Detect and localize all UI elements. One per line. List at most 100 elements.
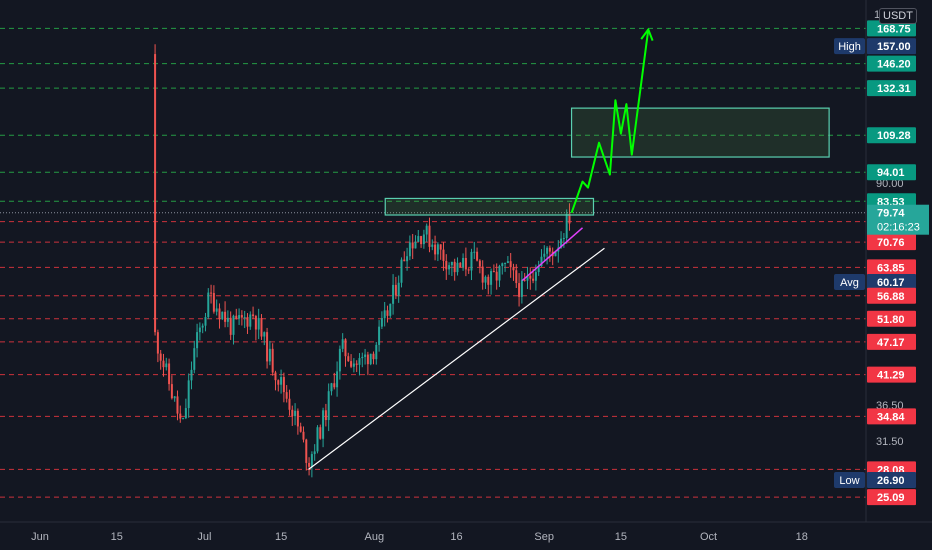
candle-body (481, 266, 484, 283)
candle-body (425, 225, 428, 235)
price-label-bg (867, 408, 916, 425)
candle-body (487, 276, 490, 285)
x-tick-label: Aug (364, 531, 384, 543)
candle-body (504, 262, 507, 264)
candle-body (400, 259, 403, 283)
candle-body (498, 266, 501, 281)
stat-tag-bg (834, 273, 865, 290)
candle-body (439, 244, 442, 250)
candle-body (526, 275, 529, 281)
candle-body (512, 267, 515, 271)
zone-rectangle[interactable] (570, 107, 830, 158)
stat-tag-label: Low (839, 475, 859, 487)
trendline[interactable] (308, 247, 605, 470)
candle-body (392, 284, 395, 304)
candle-body (218, 308, 221, 320)
candle-body (277, 380, 280, 385)
candle-body (560, 238, 563, 248)
candle-body (299, 426, 302, 432)
candle-body (364, 354, 367, 357)
candle-body (520, 279, 523, 297)
candle-body (456, 262, 459, 273)
candle-body (375, 344, 378, 360)
candle-body (182, 418, 185, 420)
price-label: 51.80 (877, 314, 905, 326)
candle-body (252, 314, 255, 317)
candle-body (417, 236, 420, 242)
x-tick-label: 18 (796, 531, 808, 543)
projection-path[interactable] (570, 29, 650, 214)
price-label-bg (867, 310, 916, 327)
candle-body (294, 410, 297, 417)
candle-body (506, 261, 509, 263)
candle-body (179, 413, 182, 419)
price-label: 26.90 (877, 475, 905, 487)
candle-body (173, 396, 176, 399)
candle-body (156, 332, 159, 354)
candle-body (224, 311, 227, 322)
candle-body (462, 257, 465, 268)
candle-body (249, 314, 252, 327)
candle-body (546, 247, 549, 254)
candle-body (154, 54, 157, 333)
arrowhead (640, 28, 654, 41)
candle-body (394, 284, 397, 296)
candle-body (380, 318, 383, 327)
price-label: 132.31 (877, 83, 911, 95)
x-tick-label: Jun (31, 531, 49, 543)
price-label-bg (867, 273, 916, 290)
candle-body (358, 358, 361, 365)
candle-body (414, 241, 417, 249)
candle-body (257, 317, 260, 330)
candle-body (473, 251, 476, 253)
candle-body (316, 427, 319, 452)
candle-body (226, 317, 229, 322)
candle-body (467, 269, 470, 271)
candle-body (193, 348, 196, 370)
price-label-bg (867, 38, 916, 55)
candle-body (490, 271, 493, 285)
candle-body (285, 392, 288, 399)
candle-body (366, 354, 369, 365)
price-label-bg (867, 20, 916, 37)
candle-body (274, 372, 277, 381)
price-label: 63.85 (877, 262, 905, 274)
x-tick-label: 16 (450, 531, 462, 543)
candle-body (523, 279, 526, 281)
price-label-bg (867, 234, 916, 251)
candle-body (543, 253, 546, 257)
candle-body (478, 260, 481, 267)
y-tick-label: 31.50 (876, 436, 904, 448)
candle-body (319, 427, 322, 439)
price-label: 146.20 (877, 59, 911, 71)
current-price-countdown: 02:16:23 (877, 222, 920, 234)
candle-body (210, 292, 213, 294)
candle-body (420, 236, 423, 245)
candle-body (537, 266, 540, 273)
zone-rectangle[interactable] (384, 197, 595, 216)
candle-body (476, 251, 479, 261)
x-tick-label: 15 (275, 531, 287, 543)
candle-body (568, 213, 571, 224)
candle-body (212, 293, 215, 312)
price-label: 25.09 (877, 492, 905, 504)
candle-body (221, 311, 224, 320)
trendline[interactable] (521, 227, 584, 282)
currency-button[interactable]: USDT (879, 8, 917, 24)
candle-body (176, 396, 179, 414)
candle-body (442, 249, 445, 261)
candle-body (532, 278, 535, 281)
stat-tag-bg (834, 38, 865, 55)
candle-body (540, 256, 543, 267)
price-label-bg (867, 127, 916, 144)
candle-body (459, 262, 462, 268)
candle-body (327, 391, 330, 421)
candle-body (378, 326, 381, 345)
candle-body (291, 409, 294, 417)
price-label: 41.29 (877, 370, 905, 382)
candle-body (484, 276, 487, 283)
current-price-value: 79.74 (877, 208, 905, 220)
stat-tag-label: High (838, 41, 861, 53)
candle-body (268, 348, 271, 362)
